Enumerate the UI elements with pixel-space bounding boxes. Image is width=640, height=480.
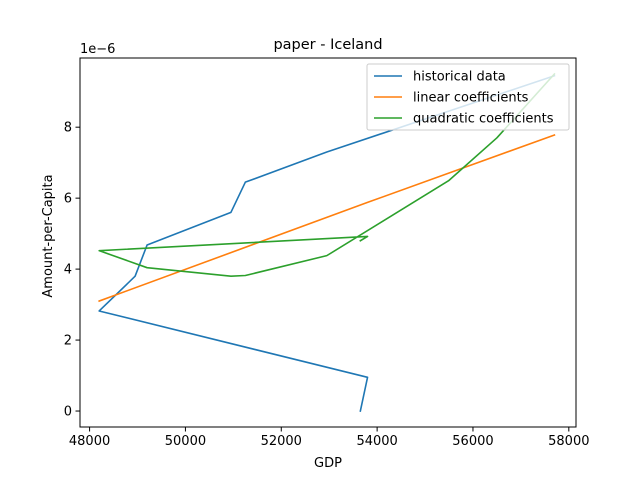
x-tick-label: 48000: [69, 434, 110, 449]
legend-label-historical-data: historical data: [413, 70, 506, 85]
y-tick-label: 4: [64, 263, 72, 278]
y-tick-label: 8: [64, 121, 72, 136]
axes-layer: 48000 50000 52000 54000 56000 58000 0 2 4 6 8: [64, 57, 589, 449]
x-tick-label: 58000: [548, 434, 589, 449]
legend-label-linear-coefficients: linear coefficients: [413, 91, 529, 106]
series-line-linear-coefficients: [98, 133, 556, 303]
series-line-quadratic-coefficients: [98, 72, 556, 278]
legend-label-quadratic-coefficients: quadratic coefficients: [413, 112, 554, 127]
series-line-historical-data: [98, 74, 556, 412]
series-layer: [98, 72, 556, 412]
chart-title: paper - Iceland: [273, 37, 382, 53]
x-tick-label: 54000: [356, 434, 397, 449]
axes-frame: [79, 57, 577, 428]
y-tick-label: 6: [64, 192, 72, 207]
legend: historical data linear coefficients quadra…: [366, 63, 570, 131]
y-axis-offset-label: 1e−6: [80, 42, 115, 57]
y-tick-label: 0: [64, 405, 72, 420]
x-tick-label: 50000: [165, 434, 206, 449]
x-tick-label: 56000: [452, 434, 493, 449]
legend-box: [366, 63, 570, 131]
y-axis-title: Amount-per-Capita: [41, 174, 56, 297]
x-tick-label: 52000: [261, 434, 302, 449]
y-tick-label: 2: [64, 334, 72, 349]
x-axis-title: GDP: [314, 456, 342, 471]
